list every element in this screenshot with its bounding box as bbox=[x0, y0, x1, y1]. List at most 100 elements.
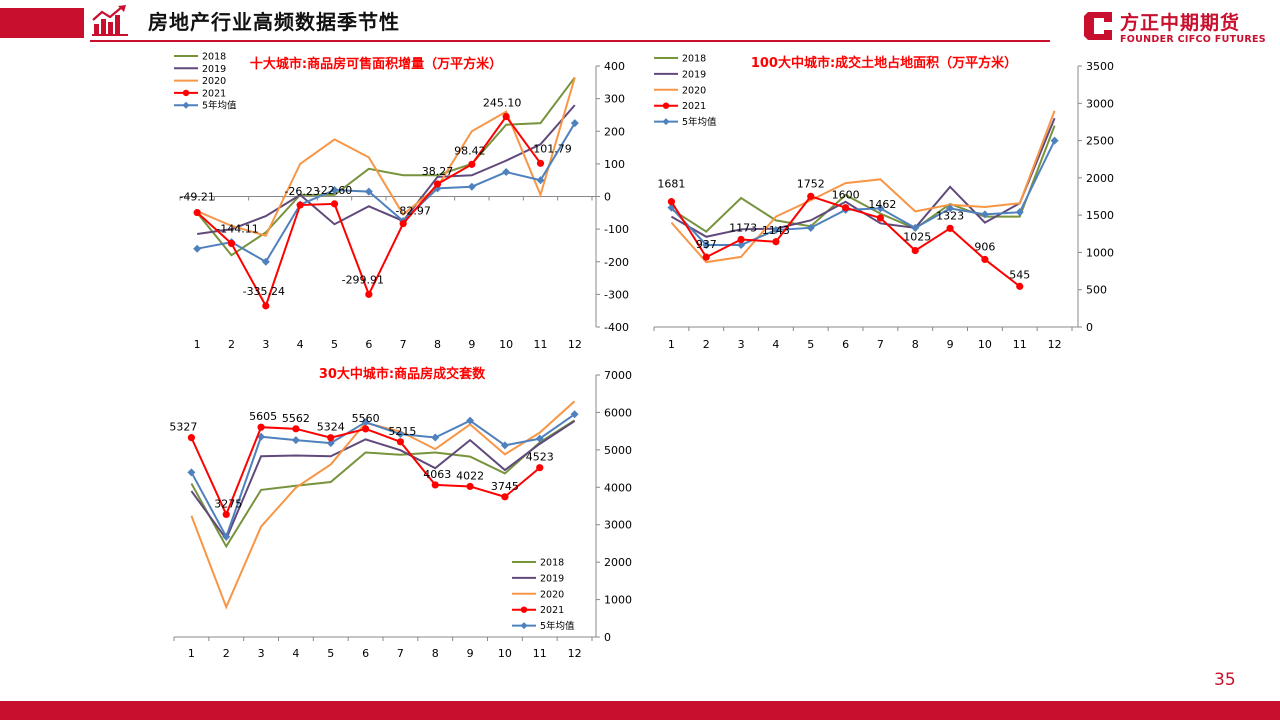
data-label-2021: 5324 bbox=[317, 421, 345, 434]
x-tick-label: 9 bbox=[947, 338, 954, 351]
point-avg5 bbox=[261, 257, 270, 266]
data-label-2021: 245.10 bbox=[483, 97, 521, 110]
chart-title: 100大中城市:成交土地占地面积（万平方米） bbox=[751, 55, 1017, 71]
y-tick-label: 3500 bbox=[1086, 60, 1114, 73]
x-tick-label: 6 bbox=[365, 338, 372, 351]
point-avg5 bbox=[1050, 136, 1059, 145]
series-line-avg5 bbox=[670, 140, 1056, 246]
point-avg5 bbox=[467, 182, 476, 191]
data-label-2021: -299.91 bbox=[342, 273, 384, 286]
y-tick-label: 100 bbox=[604, 158, 625, 171]
point-2021 bbox=[187, 434, 196, 442]
point-2021 bbox=[911, 246, 919, 255]
data-label-2021: -144.11 bbox=[216, 223, 258, 236]
legend-label: 2020 bbox=[682, 85, 706, 96]
series-line-2020 bbox=[190, 400, 576, 610]
point-2021 bbox=[737, 235, 745, 244]
x-tick-label: 2 bbox=[228, 338, 235, 351]
data-label-2021: 98.42 bbox=[454, 144, 486, 157]
point-avg5 bbox=[702, 240, 711, 249]
data-label-2021: 1323 bbox=[936, 209, 964, 222]
data-label-2021: 1173 bbox=[729, 222, 757, 235]
point-2021 bbox=[396, 438, 405, 446]
legend-label: 2019 bbox=[682, 69, 706, 80]
x-tick-label: 3 bbox=[258, 647, 265, 660]
legend-label: 2021 bbox=[682, 101, 706, 112]
footer-bar bbox=[0, 701, 1280, 720]
x-tick-label: 10 bbox=[978, 338, 992, 351]
x-tick-label: 6 bbox=[362, 647, 369, 660]
series-line-avg5 bbox=[190, 413, 576, 540]
point-avg5 bbox=[193, 244, 202, 253]
brand-logo: 方正中期期货 FOUNDER CIFCO FUTURES bbox=[1082, 10, 1266, 46]
x-tick-label: 12 bbox=[568, 647, 582, 660]
legend-label: 5年均值 bbox=[540, 620, 575, 632]
x-tick-label: 7 bbox=[397, 647, 404, 660]
data-label-2021: 937 bbox=[696, 238, 717, 251]
brand-name-cn: 方正中期期货 bbox=[1120, 12, 1241, 34]
chart-land-area: 100大中城市:成交土地占地面积（万平方米） 3500 3000 2500 2000 15… bbox=[648, 46, 1130, 360]
title-divider bbox=[90, 40, 1050, 42]
point-avg5 bbox=[502, 168, 511, 177]
point-avg5 bbox=[570, 410, 579, 419]
brand-name-en: FOUNDER CIFCO FUTURES bbox=[1120, 34, 1266, 45]
y-tick-label: 500 bbox=[1086, 284, 1107, 297]
legend-marker bbox=[520, 606, 528, 613]
legend-label: 2019 bbox=[540, 573, 564, 584]
x-tick-label: 9 bbox=[467, 647, 474, 660]
point-avg5 bbox=[222, 532, 231, 541]
chart-land-area-svg: 100大中城市:成交土地占地面积（万平方米） 350030002500200015… bbox=[653, 54, 1114, 351]
data-label-2021: 545 bbox=[1009, 268, 1030, 281]
data-label-2021: 4022 bbox=[456, 469, 484, 482]
point-2021 bbox=[536, 464, 544, 472]
point-2021 bbox=[227, 239, 236, 248]
y-tick-label: -300 bbox=[604, 288, 629, 301]
y-tick-label: 2000 bbox=[1086, 172, 1114, 185]
series-line-2020 bbox=[670, 110, 1056, 264]
point-avg5 bbox=[570, 119, 579, 128]
legend-label: 2021 bbox=[540, 605, 564, 616]
point-avg5 bbox=[536, 176, 545, 185]
data-label-2021: 3275 bbox=[214, 497, 242, 510]
point-2021 bbox=[433, 180, 442, 188]
x-tick-label: 3 bbox=[262, 338, 269, 351]
point-2021 bbox=[1016, 282, 1024, 290]
point-2021 bbox=[193, 208, 201, 217]
x-tick-label: 1 bbox=[194, 338, 201, 351]
data-label-2021: 4063 bbox=[423, 468, 451, 481]
y-tick-label: 1000 bbox=[604, 594, 632, 607]
x-tick-label: 11 bbox=[533, 647, 547, 660]
legend-label: 2018 bbox=[682, 54, 706, 65]
point-2021 bbox=[468, 160, 476, 168]
data-label-2021: -22.60 bbox=[317, 184, 352, 197]
y-tick-label: 0 bbox=[604, 631, 611, 644]
point-avg5 bbox=[326, 439, 335, 448]
point-2021 bbox=[399, 219, 407, 228]
point-avg5 bbox=[876, 204, 885, 213]
legend-label: 2020 bbox=[540, 589, 564, 600]
y-tick-label: 1500 bbox=[1086, 209, 1114, 222]
x-tick-label: 7 bbox=[400, 338, 407, 351]
point-2021 bbox=[702, 253, 710, 261]
x-tick-label: 6 bbox=[842, 338, 849, 351]
data-label-2021: 1025 bbox=[903, 231, 931, 244]
point-2021 bbox=[876, 214, 885, 222]
data-label-2021: -82.97 bbox=[395, 205, 430, 218]
legend-marker bbox=[182, 89, 190, 97]
data-label-2021: 3745 bbox=[491, 480, 519, 493]
point-2021 bbox=[772, 238, 780, 246]
x-tick-label: 11 bbox=[1013, 338, 1027, 351]
y-tick-label: 400 bbox=[604, 60, 625, 73]
point-2021 bbox=[536, 159, 545, 167]
point-avg5 bbox=[980, 210, 989, 219]
y-tick-label: -400 bbox=[604, 321, 629, 334]
y-tick-label: 6000 bbox=[604, 406, 632, 419]
y-tick-label: 300 bbox=[604, 93, 625, 106]
point-2021 bbox=[296, 201, 304, 209]
legend-label: 2020 bbox=[202, 76, 226, 87]
legend-label: 5年均值 bbox=[682, 116, 717, 128]
chart-legend: 2018 2019 2020 2021 5年均值 bbox=[512, 558, 575, 632]
y-tick-label: 4000 bbox=[604, 481, 632, 494]
chart-saleable-area-svg: 十大城市:商品房可售面积增量（万平方米） 400 300 200 100 0 -100 -20… bbox=[174, 52, 629, 351]
legend-label: 2018 bbox=[202, 52, 226, 63]
